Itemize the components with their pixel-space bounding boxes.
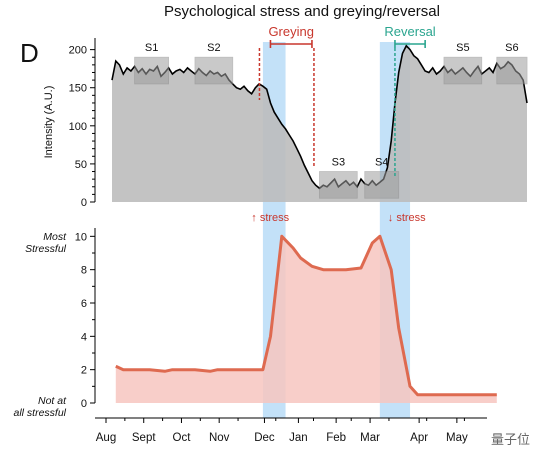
x-tick-label: Jan: [289, 432, 308, 444]
intensity-y-tick-label: 200: [69, 45, 87, 57]
stress-y-tick-label: 0: [81, 398, 87, 410]
stress-annotation-2: ↓ stress: [388, 212, 426, 224]
x-tick-label: Aug: [96, 432, 116, 444]
segment-box-s2: [194, 56, 234, 85]
stress-y-tick-label: 6: [81, 298, 87, 310]
stress-panel: 0 2 4 6 8 10 Most Stressful Not at all stressful ↑…: [13, 212, 497, 419]
x-tick-label: Nov: [209, 432, 230, 444]
stress-y-tick-label: 2: [81, 365, 87, 377]
stress-y-tick-label: 8: [81, 265, 87, 277]
intensity-y-tick-label: 50: [75, 159, 87, 171]
panel-label: D: [20, 38, 39, 68]
reversal-label: Reversal: [384, 24, 435, 39]
intensity-y-label: Intensity (A.U.): [43, 86, 55, 159]
segment-label-s2: S2: [207, 42, 220, 54]
stress-y-tick-label: 4: [81, 331, 87, 343]
segment-box-s3: [319, 171, 358, 199]
x-tick-label: Apr: [410, 432, 428, 444]
intensity-area: [112, 45, 527, 202]
segment-box-s4: [364, 171, 400, 199]
x-tick-label: Dec: [254, 432, 275, 444]
intensity-y-tick-label: 150: [69, 83, 87, 95]
segment-label-s5: S5: [456, 42, 469, 54]
greying-label: Greying: [268, 24, 314, 39]
stress-y-tick-label: 10: [75, 231, 87, 243]
segment-box-s5: [443, 56, 483, 85]
x-axis: Aug Sept Oct Nov Dec Jan Feb Mar Apr May: [95, 417, 487, 444]
stress-area: [115, 236, 497, 403]
intensity-y-tick-label: 100: [69, 121, 87, 133]
figure-title: Psychological stress and greying/reversa…: [164, 3, 440, 20]
segment-label-s4: S4: [375, 157, 388, 169]
segment-label-s3: S3: [332, 157, 345, 169]
x-tick-label: Oct: [173, 432, 192, 444]
intensity-panel: 0 50 100 150 200 Intensity (A.U.) S1 S2 S3 S4 S5 S6…: [43, 24, 528, 209]
stress-annotation-1: ↑ stress: [251, 212, 289, 224]
stress-label-least: Not at all stressful: [13, 395, 67, 419]
segment-label-s6: S6: [505, 42, 518, 54]
segment-label-s1: S1: [145, 42, 158, 54]
segment-box-s6: [496, 56, 528, 85]
segment-box-s1: [134, 56, 169, 85]
x-tick-label: May: [446, 432, 468, 444]
x-tick-label: Mar: [360, 432, 380, 444]
x-tick-label: Feb: [326, 432, 346, 444]
stress-label-most: Most Stressful: [25, 231, 67, 255]
x-tick-label: Sept: [132, 432, 156, 444]
stress-line: [115, 234, 497, 397]
intensity-y-tick-label: 0: [81, 197, 87, 209]
watermark: 量子位: [490, 432, 530, 447]
